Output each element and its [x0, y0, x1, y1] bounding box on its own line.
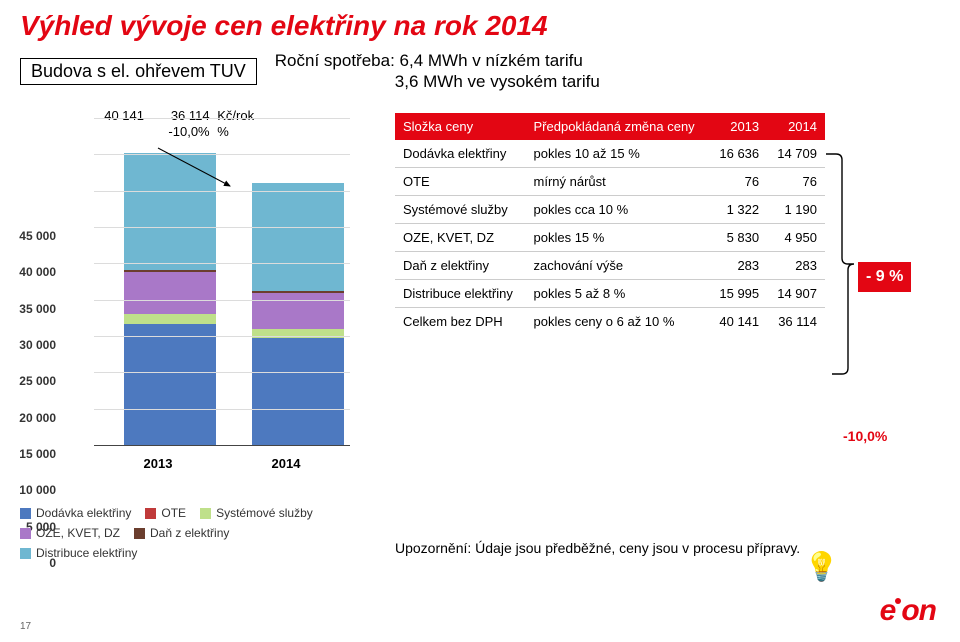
table-row: OTEmírný nárůst7676 — [395, 168, 825, 196]
legend-dodávka-elektřiny: Dodávka elektřiny — [20, 506, 131, 520]
cell: 5 830 — [709, 224, 767, 252]
chart-x-labels: 2013 2014 — [94, 456, 350, 471]
subtitle-row: Budova s el. ohřevem TUV Roční spotřeba:… — [20, 50, 940, 93]
cell: Systémové služby — [395, 196, 526, 224]
th-0: Složka ceny — [395, 113, 526, 140]
chart-container: 05 00010 00015 00020 00025 00030 00035 0… — [20, 118, 350, 468]
lightbulb-icon: 💡 — [804, 550, 839, 583]
cell: 14 709 — [767, 140, 825, 168]
xlabel-2013: 2013 — [144, 456, 173, 471]
legend-daň-z-elektřiny: Daň z elektřiny — [134, 526, 229, 540]
cell: pokles 15 % — [526, 224, 710, 252]
legend-label: Systémové služby — [216, 506, 313, 520]
cell: OZE, KVET, DZ — [395, 224, 526, 252]
legend-swatch — [20, 548, 31, 559]
cell: pokles ceny o 6 až 10 % — [526, 308, 710, 336]
cell: Celkem bez DPH — [395, 308, 526, 336]
warning-text: Upozornění: Údaje jsou předběžné, ceny j… — [395, 538, 825, 559]
table-row: Dodávka elektřinypokles 10 až 15 %16 636… — [395, 140, 825, 168]
cell: 36 114 — [767, 308, 825, 336]
cell: OTE — [395, 168, 526, 196]
cell: Daň z elektřiny — [395, 252, 526, 280]
cell: 76 — [767, 168, 825, 196]
chart-plot — [94, 118, 350, 446]
legend-swatch — [20, 528, 31, 539]
cell: 4 950 — [767, 224, 825, 252]
cell: 1 190 — [767, 196, 825, 224]
th-3: 2014 — [767, 113, 825, 140]
cell: 1 322 — [709, 196, 767, 224]
legend-swatch — [145, 508, 156, 519]
cell: 283 — [767, 252, 825, 280]
chart-bars — [94, 118, 350, 445]
seg-dodávka-elektřiny — [252, 338, 344, 445]
table-row: Daň z elektřinyzachování výše283283 — [395, 252, 825, 280]
xlabel-2014: 2014 — [272, 456, 301, 471]
cell: 14 907 — [767, 280, 825, 308]
cell: mírný nárůst — [526, 168, 710, 196]
cell: 15 995 — [709, 280, 767, 308]
cell: pokles 5 až 8 % — [526, 280, 710, 308]
legend-distribuce-elektřiny: Distribuce elektřiny — [20, 546, 137, 560]
legend-swatch — [134, 528, 145, 539]
seg-distribuce-elektřiny — [124, 153, 216, 269]
legend-label: Distribuce elektřiny — [36, 546, 137, 560]
spotreba-text: Roční spotřeba: 6,4 MWh v nízkém tarifu … — [275, 50, 600, 93]
legend-swatch — [20, 508, 31, 519]
cell: 16 636 — [709, 140, 767, 168]
seg-oze-kvet-dz — [124, 272, 216, 314]
cell: pokles cca 10 % — [526, 196, 710, 224]
cell: 76 — [709, 168, 767, 196]
cell: pokles 10 až 15 % — [526, 140, 710, 168]
table-row: Systémové službypokles cca 10 %1 3221 19… — [395, 196, 825, 224]
table-row: OZE, KVET, DZpokles 15 %5 8304 950 — [395, 224, 825, 252]
legend-systémové-služby: Systémové služby — [200, 506, 313, 520]
eon-logo: eon — [880, 594, 936, 628]
side-badge-9pct: - 9 % — [858, 262, 911, 292]
spotreba-l1: Roční spotřeba: 6,4 MWh v nízkém tarifu — [275, 51, 583, 70]
page-number: 17 — [20, 621, 31, 632]
seg-dodávka-elektřiny — [124, 324, 216, 445]
th-2: 2013 — [709, 113, 767, 140]
budova-box: Budova s el. ohřevem TUV — [20, 58, 257, 85]
chart-legend: Dodávka elektřiny OTE Systémové služby OZE,… — [20, 506, 350, 562]
seg-daň-z-elektřiny — [252, 291, 344, 293]
legend-label: OTE — [161, 506, 186, 520]
cell: 40 141 — [709, 308, 767, 336]
legend-label: Daň z elektřiny — [150, 526, 229, 540]
cell: Distribuce elektřiny — [395, 280, 526, 308]
cell: zachování výše — [526, 252, 710, 280]
legend-oze-kvet-dz: OZE, KVET, DZ — [20, 526, 120, 540]
legend-ote: OTE — [145, 506, 186, 520]
seg-systémové-služby — [124, 314, 216, 324]
legend-label: OZE, KVET, DZ — [36, 526, 120, 540]
seg-oze-kvet-dz — [252, 293, 344, 329]
cell: 283 — [709, 252, 767, 280]
bracket-icon — [824, 148, 864, 388]
page-title: Výhled vývoje cen elektřiny na rok 2014 — [20, 10, 940, 42]
table-bottom-pct: -10,0% — [843, 428, 887, 444]
table-row: Celkem bez DPHpokles ceny o 6 až 10 %40 … — [395, 308, 825, 336]
table-row: Distribuce elektřinypokles 5 až 8 %15 99… — [395, 280, 825, 308]
th-1: Předpokládaná změna ceny — [526, 113, 710, 140]
seg-distribuce-elektřiny — [252, 183, 344, 291]
price-table: Složka ceny Předpokládaná změna ceny 201… — [395, 113, 825, 335]
legend-label: Dodávka elektřiny — [36, 506, 131, 520]
legend-swatch — [200, 508, 211, 519]
spotreba-l2: 3,6 MWh ve vysokém tarifu — [395, 72, 600, 91]
cell: Dodávka elektřiny — [395, 140, 526, 168]
seg-daň-z-elektřiny — [124, 270, 216, 272]
